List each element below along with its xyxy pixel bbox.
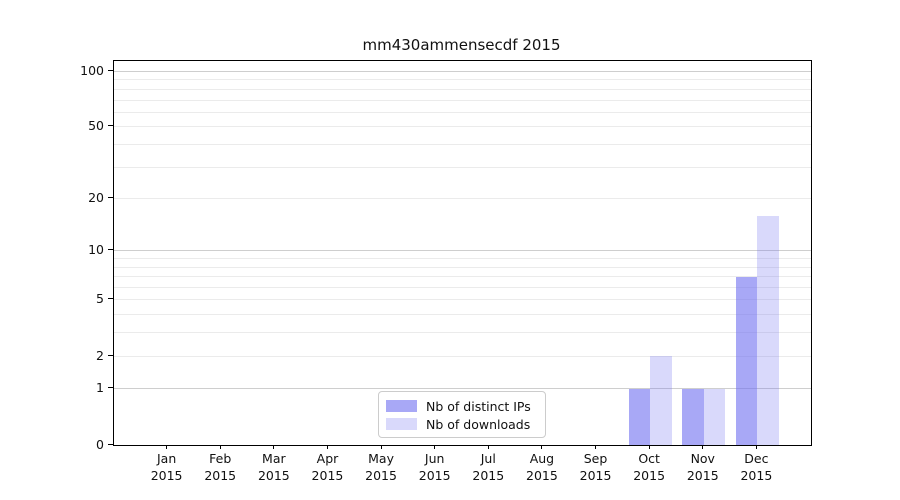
x-tick-label: Feb 2015 — [188, 450, 252, 484]
x-tick-label: Jan 2015 — [135, 450, 199, 484]
bar-downloads-nov — [703, 388, 726, 445]
legend-swatch-downloads — [386, 418, 417, 430]
x-tick-mark — [273, 445, 275, 449]
legend: Nb of distinct IPs Nb of downloads — [378, 391, 546, 438]
y-tick-label: 10 — [88, 242, 104, 258]
minor-gridline — [114, 198, 811, 200]
y-tick-mark — [108, 197, 113, 199]
legend-label-distinct-ips: Nb of distinct IPs — [426, 398, 531, 414]
bar-distinct-ips-dec — [735, 276, 758, 445]
legend-swatch-distinct-ips — [386, 400, 417, 412]
minor-gridline — [114, 299, 811, 301]
x-tick-year: 2015 — [204, 468, 237, 483]
x-tick-label: Apr 2015 — [295, 450, 359, 484]
x-tick-year: 2015 — [579, 468, 612, 483]
y-tick-mark — [108, 387, 113, 389]
minor-gridline — [114, 126, 811, 128]
legend-label-downloads: Nb of downloads — [426, 416, 531, 432]
x-tick-mark — [595, 445, 597, 449]
x-tick-month: Aug — [529, 451, 555, 466]
y-tick-label: 100 — [80, 63, 104, 78]
minor-gridline — [114, 88, 811, 90]
legend-item-distinct-ips: Nb of distinct IPs — [386, 397, 537, 415]
plot-area — [113, 60, 812, 446]
bar-distinct-ips-oct — [628, 388, 651, 445]
x-tick-year: 2015 — [365, 468, 397, 483]
x-tick-mark — [326, 445, 328, 449]
minor-gridline — [114, 143, 811, 145]
y-tick-label: 1 — [96, 380, 104, 396]
chart-title: mm430ammensecdf 2015 — [362, 36, 561, 54]
x-tick-year: 2015 — [686, 468, 719, 483]
x-tick-month: Jun — [424, 451, 445, 466]
x-tick-label: Sep 2015 — [564, 450, 628, 484]
x-tick-label: Jun 2015 — [403, 450, 467, 484]
x-tick-mark — [702, 445, 704, 449]
x-tick-month: Feb — [209, 451, 232, 466]
x-tick-month: Apr — [316, 451, 339, 466]
x-tick-label: May 2015 — [349, 450, 413, 484]
bar-downloads-oct — [650, 356, 672, 445]
minor-gridline — [114, 99, 811, 101]
x-tick-year: 2015 — [526, 468, 558, 483]
x-tick-month: Nov — [690, 451, 715, 466]
y-tick-mark — [108, 125, 113, 127]
minor-gridline — [114, 266, 811, 268]
y-tick-label: 50 — [88, 118, 104, 134]
x-tick-year: 2015 — [257, 468, 290, 483]
x-tick-mark — [380, 445, 382, 449]
bar-distinct-ips-nov — [682, 388, 704, 445]
x-tick-month: Dec — [744, 451, 769, 466]
x-tick-year: 2015 — [740, 468, 773, 483]
y-tick-label: 20 — [88, 190, 104, 206]
y-tick-mark — [108, 298, 113, 300]
x-tick-month: Oct — [638, 451, 660, 466]
x-tick-label: Oct 2015 — [617, 450, 681, 484]
x-tick-mark — [755, 445, 757, 449]
x-tick-month: Jul — [480, 451, 496, 466]
x-tick-month: Jan — [156, 451, 177, 466]
x-tick-month: Sep — [583, 451, 608, 466]
x-tick-month: May — [368, 451, 394, 466]
minor-gridline — [114, 314, 811, 316]
x-tick-mark — [541, 445, 543, 449]
x-tick-mark — [166, 445, 168, 449]
major-gridline — [114, 388, 811, 390]
x-tick-label: Jul 2015 — [456, 450, 520, 484]
y-tick-label: 5 — [96, 291, 104, 307]
x-tick-label: Dec 2015 — [724, 450, 788, 484]
x-tick-mark — [434, 445, 436, 449]
y-tick-mark — [108, 70, 113, 71]
y-tick-label: 2 — [96, 347, 104, 363]
bar-downloads-dec — [757, 215, 779, 445]
y-tick-mark — [108, 249, 113, 251]
minor-gridline — [114, 166, 811, 168]
x-tick-label: Aug 2015 — [510, 450, 574, 484]
minor-gridline — [114, 258, 811, 260]
x-tick-year: 2015 — [472, 468, 505, 483]
major-gridline — [114, 250, 811, 252]
legend-item-downloads: Nb of downloads — [386, 415, 537, 433]
major-gridline — [114, 71, 811, 72]
minor-gridline — [114, 287, 811, 289]
minor-gridline — [114, 332, 811, 334]
minor-gridline — [114, 355, 811, 357]
x-tick-label: Mar 2015 — [242, 450, 306, 484]
minor-gridline — [114, 111, 811, 113]
x-tick-mark — [219, 445, 221, 449]
x-tick-year: 2015 — [311, 468, 344, 483]
x-tick-year: 2015 — [418, 468, 451, 483]
x-tick-year: 2015 — [150, 468, 183, 483]
y-tick-mark — [108, 443, 113, 445]
x-tick-year: 2015 — [633, 468, 666, 483]
x-tick-label: Nov 2015 — [671, 450, 735, 484]
minor-gridline — [114, 276, 811, 278]
y-tick-label: 0 — [96, 436, 104, 452]
x-tick-month: Mar — [262, 451, 286, 466]
y-tick-mark — [108, 354, 113, 356]
minor-gridline — [114, 79, 811, 81]
x-tick-mark — [487, 445, 489, 449]
x-tick-mark — [648, 445, 650, 449]
